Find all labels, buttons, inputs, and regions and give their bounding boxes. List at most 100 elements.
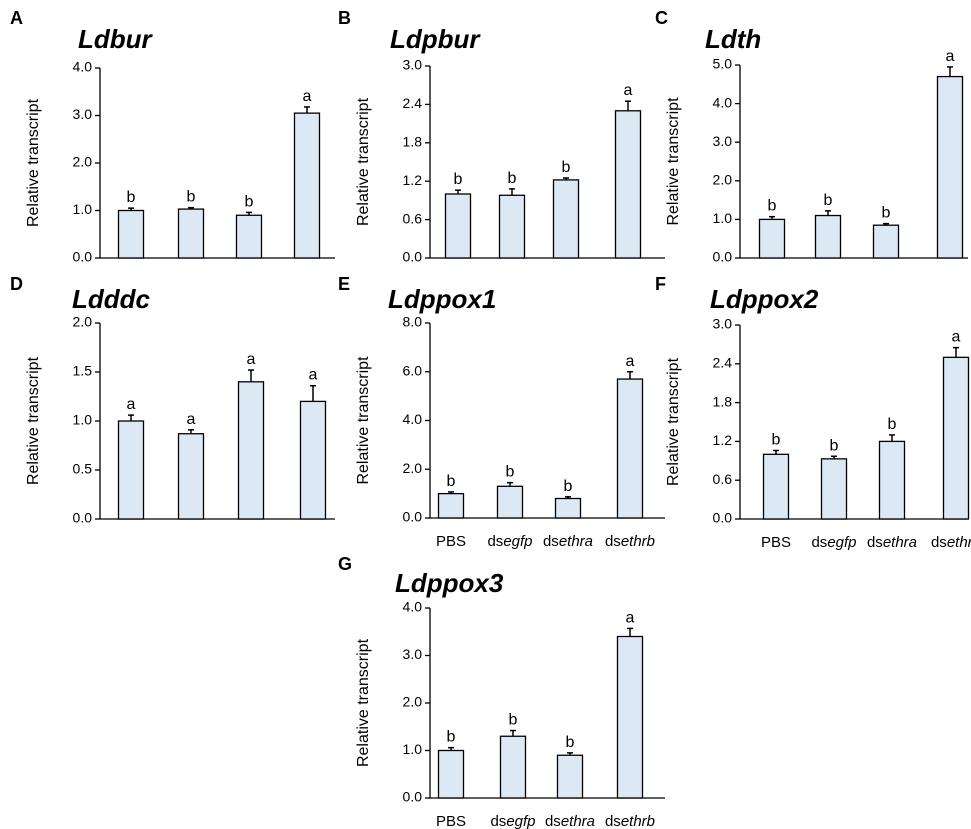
bar: [820, 458, 848, 520]
y-tick-label: 1.5: [73, 363, 93, 379]
y-tick-label: 0.5: [73, 461, 93, 477]
x-tick-label: dsegfp: [487, 533, 532, 550]
y-tick-label: 2.0: [73, 314, 93, 330]
bar: [762, 453, 790, 520]
bar: [758, 218, 786, 259]
significance-letter: b: [509, 712, 518, 729]
y-tick-label: 0.6: [403, 210, 423, 226]
panel-label: B: [338, 8, 351, 28]
bar: [616, 635, 644, 799]
y-tick-label: 3.0: [713, 133, 733, 149]
y-axis-label: Relative transcript: [25, 98, 42, 227]
y-tick-label: 1.2: [713, 432, 733, 448]
y-tick-label: 3.0: [713, 316, 733, 332]
significance-letter: b: [882, 205, 891, 222]
y-axis-label: Relative transcript: [25, 356, 42, 485]
y-tick-label: 2.4: [713, 355, 733, 371]
x-tick-label: dsethrb: [931, 534, 971, 551]
y-tick-label: 1.0: [73, 412, 93, 428]
significance-letter: a: [952, 329, 961, 346]
y-tick-label: 2.4: [403, 95, 423, 111]
bar: [616, 378, 644, 519]
y-tick-label: 1.8: [403, 134, 423, 150]
y-tick-label: 0.0: [403, 789, 423, 805]
y-axis-label: Relative transcript: [355, 638, 372, 767]
significance-letter: b: [508, 170, 517, 187]
x-tick-label: PBS: [761, 534, 791, 551]
significance-letter: b: [562, 159, 571, 176]
y-tick-label: 6.0: [403, 362, 423, 378]
significance-letter: a: [946, 48, 955, 65]
panel-label: E: [338, 274, 350, 294]
panel-label: A: [10, 8, 23, 28]
significance-letter: b: [506, 464, 515, 481]
chart-title: Ldppox3: [395, 568, 504, 598]
significance-letter: a: [624, 82, 633, 99]
y-tick-label: 1.0: [713, 210, 733, 226]
y-axis-label: Relative transcript: [355, 356, 372, 485]
significance-letter: b: [824, 192, 833, 209]
chart-title: Ldppox2: [710, 284, 819, 314]
significance-letter: b: [566, 734, 575, 751]
bar: [496, 485, 524, 519]
bar: [814, 214, 842, 259]
bar: [554, 497, 582, 519]
bar: [498, 194, 526, 259]
bar: [299, 400, 327, 520]
y-axis-label: Relative transcript: [355, 97, 372, 226]
x-tick-label: PBS: [436, 533, 466, 550]
y-tick-label: 4.0: [713, 94, 733, 110]
bar: [117, 209, 145, 259]
bar: [177, 433, 205, 520]
x-tick-label: dsethrb: [605, 533, 655, 550]
bar: [872, 224, 900, 259]
significance-letter: b: [888, 416, 897, 433]
significance-letter: b: [245, 193, 254, 210]
y-tick-label: 5.0: [713, 56, 733, 72]
bar: [878, 440, 906, 520]
chart-title: Ldppox1: [388, 284, 496, 314]
panel-label: F: [655, 274, 666, 294]
bar: [237, 381, 265, 520]
chart-title: Ldpbur: [390, 24, 481, 54]
y-tick-label: 0.0: [713, 510, 733, 526]
y-tick-label: 3.0: [403, 57, 423, 73]
x-tick-label: PBS: [436, 813, 466, 829]
x-tick-label: dsethra: [867, 534, 917, 551]
y-tick-label: 0.6: [713, 471, 733, 487]
significance-letter: a: [309, 367, 318, 384]
chart-title: Ldddc: [72, 284, 151, 314]
significance-letter: a: [303, 88, 312, 105]
x-tick-label: dsegfp: [811, 534, 856, 551]
bar: [444, 193, 472, 259]
panel-label: D: [10, 274, 23, 294]
significance-letter: a: [187, 411, 196, 428]
bar: [437, 749, 465, 799]
significance-letter: b: [127, 189, 136, 206]
bar: [437, 492, 465, 519]
panel-label: C: [655, 8, 668, 28]
y-tick-label: 1.8: [713, 393, 733, 409]
y-tick-label: 2.0: [403, 460, 423, 476]
y-tick-label: 2.0: [403, 694, 423, 710]
y-axis-label: Relative transcript: [665, 357, 682, 486]
y-tick-label: 2.0: [73, 154, 93, 170]
significance-letter: b: [768, 198, 777, 215]
y-tick-label: 3.0: [403, 646, 423, 662]
significance-letter: b: [187, 189, 196, 206]
chart-title: Ldbur: [78, 24, 154, 54]
y-tick-label: 4.0: [403, 599, 423, 615]
x-tick-label: dsethra: [545, 813, 595, 829]
bar: [177, 208, 205, 259]
significance-letter: a: [626, 353, 635, 370]
bar: [614, 110, 642, 259]
significance-letter: b: [454, 171, 463, 188]
y-tick-label: 4.0: [403, 411, 423, 427]
bar: [552, 179, 580, 259]
significance-letter: b: [564, 478, 573, 495]
y-tick-label: 3.0: [73, 106, 93, 122]
y-tick-label: 0.0: [403, 509, 423, 525]
y-tick-label: 0.0: [73, 249, 93, 265]
bar: [556, 754, 584, 799]
